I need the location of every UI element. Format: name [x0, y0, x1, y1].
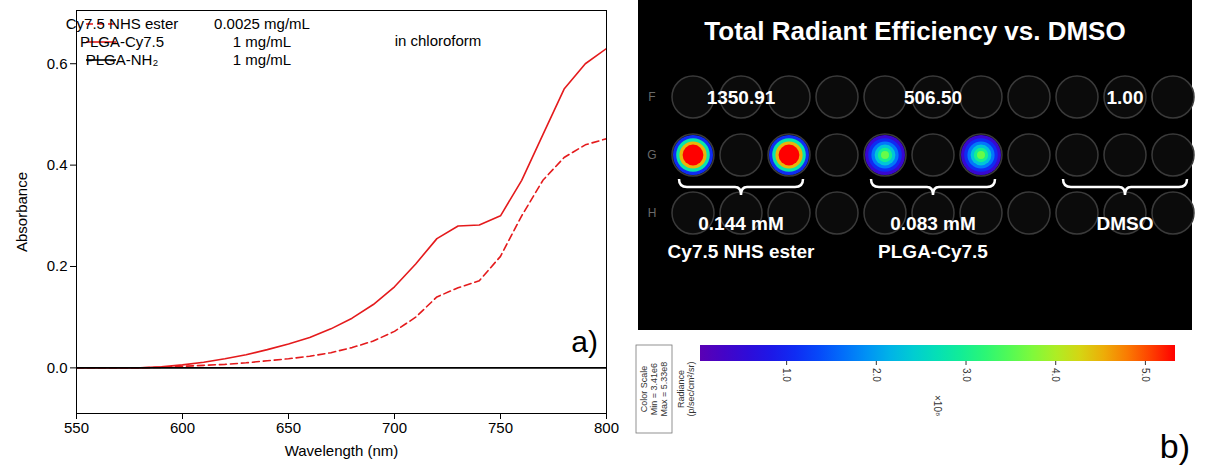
- svg-text:Cy7.5 NHS ester: Cy7.5 NHS ester: [668, 241, 815, 262]
- svg-text:b): b): [1160, 427, 1190, 465]
- svg-text:1.0: 1.0: [781, 368, 792, 382]
- svg-text:G: G: [647, 148, 656, 162]
- svg-text:PLGA-Cy7.5: PLGA-Cy7.5: [80, 33, 164, 50]
- svg-text:F: F: [648, 90, 655, 104]
- svg-text:Total Radiant Efficiency vs. D: Total Radiant Efficiency vs. DMSO: [704, 16, 1125, 46]
- svg-text:Radiance: Radiance: [676, 370, 686, 408]
- svg-text:(p/sec/cm²/sr): (p/sec/cm²/sr): [686, 361, 696, 416]
- svg-text:1.00: 1.00: [1107, 87, 1144, 108]
- svg-text:3.0: 3.0: [961, 368, 972, 382]
- svg-text:Cy7.5 NHS ester: Cy7.5 NHS ester: [66, 15, 179, 32]
- svg-text:Max = 5.33e8: Max = 5.33e8: [659, 362, 669, 417]
- svg-text:600: 600: [170, 419, 195, 436]
- svg-text:Absorbance: Absorbance: [13, 172, 30, 252]
- svg-text:in chloroform: in chloroform: [395, 32, 482, 49]
- svg-text:Color Scale: Color Scale: [639, 366, 649, 413]
- svg-text:0.144 mM: 0.144 mM: [698, 213, 784, 234]
- svg-text:Min = 3.41e6: Min = 3.41e6: [649, 363, 659, 415]
- svg-text:0.0: 0.0: [47, 359, 68, 376]
- svg-text:a): a): [571, 325, 598, 358]
- svg-text:5.0: 5.0: [1140, 368, 1151, 382]
- svg-text:H: H: [648, 206, 657, 220]
- svg-text:0.0025 mg/mL: 0.0025 mg/mL: [214, 15, 310, 32]
- svg-text:2.0: 2.0: [871, 368, 882, 382]
- svg-text:×10⁸: ×10⁸: [932, 395, 943, 416]
- svg-text:1 mg/mL: 1 mg/mL: [233, 51, 291, 68]
- svg-text:0.4: 0.4: [47, 156, 68, 173]
- svg-text:0.6: 0.6: [47, 55, 68, 72]
- svg-text:DMSO: DMSO: [1097, 213, 1154, 234]
- svg-text:750: 750: [488, 419, 513, 436]
- svg-text:4.0: 4.0: [1050, 368, 1061, 382]
- svg-text:PLGA-NH₂: PLGA-NH₂: [86, 51, 159, 68]
- svg-text:PLGA-Cy7.5: PLGA-Cy7.5: [878, 241, 988, 262]
- svg-text:1 mg/mL: 1 mg/mL: [233, 33, 291, 50]
- svg-text:0.083 mM: 0.083 mM: [890, 213, 976, 234]
- svg-text:800: 800: [594, 419, 619, 436]
- svg-text:Wavelength (nm): Wavelength (nm): [285, 442, 399, 459]
- svg-text:550: 550: [64, 419, 89, 436]
- svg-text:650: 650: [276, 419, 301, 436]
- svg-text:506.50: 506.50: [904, 87, 962, 108]
- svg-text:700: 700: [382, 419, 407, 436]
- svg-text:1350.91: 1350.91: [707, 87, 776, 108]
- svg-text:0.2: 0.2: [47, 257, 68, 274]
